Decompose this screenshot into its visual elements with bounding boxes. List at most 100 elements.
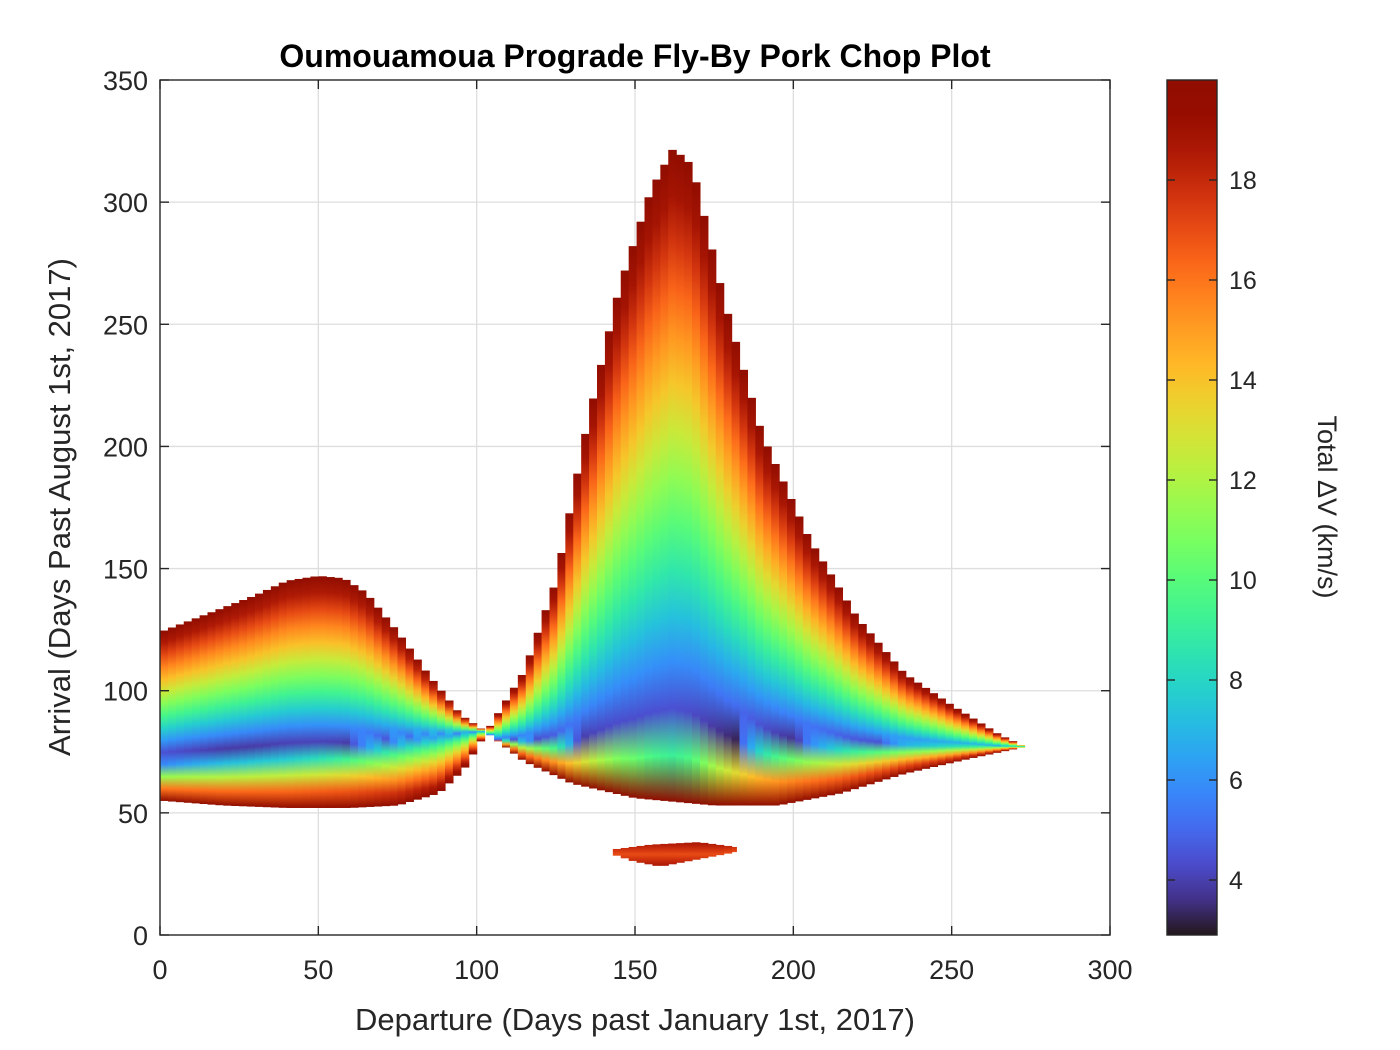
heatmap-cell (525, 655, 535, 765)
heatmap-cell (468, 723, 478, 755)
heatmap-cell (977, 723, 986, 757)
heatmap-cell (668, 843, 677, 865)
heatmap-cell (771, 463, 780, 806)
heatmap-cell (699, 215, 709, 805)
heatmap-cell (668, 149, 677, 802)
heatmap-cell (381, 617, 391, 807)
heatmap-cell (889, 661, 899, 777)
heatmap-cell (1008, 741, 1018, 750)
y-tick-label: 200 (103, 432, 148, 462)
heatmap-cell (620, 270, 630, 796)
heatmap-cell (731, 341, 741, 806)
x-tick-label: 250 (929, 955, 974, 985)
heatmap-cell (541, 610, 551, 772)
heatmap-cell (787, 498, 796, 803)
heatmap-cell (636, 221, 646, 799)
heatmap-cell (684, 161, 693, 804)
heatmap-cell (199, 615, 209, 804)
heatmap-cell (597, 364, 606, 791)
heatmap-cell (937, 698, 946, 766)
heatmap-cell (628, 846, 638, 861)
heatmap-cell (191, 618, 201, 804)
delta-v-heatmap (160, 149, 1026, 866)
y-axis-ticks: 0 50 100 150 200 250 300 350 (103, 66, 1110, 951)
heatmap-cell (255, 593, 264, 807)
x-tick-label: 0 (152, 955, 167, 985)
heatmap-cell (294, 578, 304, 808)
heatmap-cell (676, 843, 685, 863)
heatmap-cell (905, 677, 915, 773)
heatmap-cell (826, 574, 836, 796)
heatmap-cell (533, 632, 543, 768)
heatmap-cell (842, 600, 851, 792)
heatmap-cell (397, 637, 407, 805)
heatmap-cell (476, 728, 486, 742)
heatmap-cell (302, 577, 312, 808)
y-tick-label: 0 (133, 921, 148, 951)
heatmap-cell (342, 579, 351, 808)
heatmap-cell (913, 682, 923, 771)
heatmap-cell (866, 633, 875, 785)
heatmap-cell (692, 842, 701, 860)
heatmap-cell (262, 589, 272, 808)
heatmap-cell (620, 847, 630, 859)
colorbar (1166, 79, 1218, 936)
heatmap-cell (794, 516, 804, 802)
heatmap-cell (207, 612, 217, 805)
heatmap-cell (628, 246, 638, 798)
colorbar-tick-label: 18 (1229, 167, 1257, 195)
heatmap-cell (715, 844, 725, 856)
colorbar-tick-label: 16 (1229, 267, 1257, 295)
heatmap-cell (445, 700, 454, 784)
heatmap-cell (549, 587, 559, 776)
x-tick-label: 300 (1087, 955, 1132, 985)
heatmap-cell (557, 553, 566, 779)
heatmap-cell (612, 297, 622, 794)
heatmap-cell (612, 848, 622, 856)
heatmap-cell (365, 597, 375, 807)
heatmap-cell (247, 596, 256, 807)
heatmap-cell (636, 845, 646, 863)
heatmap-cell (763, 446, 772, 806)
heatmap-cell (707, 843, 717, 857)
heatmap-region (612, 842, 737, 866)
heatmap-region (486, 149, 1026, 806)
heatmap-cell (502, 700, 511, 748)
heatmap-cell (660, 843, 669, 866)
heatmap-cell (652, 844, 661, 866)
colorbar-tick-label: 8 (1229, 667, 1243, 695)
heatmap-cell (318, 576, 327, 808)
heatmap-cell (945, 703, 954, 764)
heatmap-cell (961, 713, 970, 760)
heatmap-cell (286, 580, 296, 808)
heatmap-cell (350, 585, 359, 808)
heatmap-cell (509, 687, 519, 754)
heatmap-cell (747, 397, 756, 806)
heatmap-cell (676, 154, 685, 803)
y-tick-label: 150 (103, 555, 148, 585)
colorbar-ticks: 4 6 8 10 12 14 16 18 (1167, 167, 1257, 895)
heatmap-cell (175, 624, 185, 803)
y-tick-label: 100 (103, 677, 148, 707)
heatmap-cell (874, 642, 883, 782)
heatmap-cell (517, 674, 527, 760)
heatmap-cell (413, 659, 422, 800)
heatmap-cell (692, 182, 701, 804)
x-tick-label: 150 (612, 955, 657, 985)
y-tick-label: 250 (103, 310, 148, 340)
heatmap-cell (270, 586, 280, 808)
heatmap-cell (755, 425, 764, 806)
heatmap-cell (326, 577, 335, 808)
y-tick-label: 300 (103, 188, 148, 218)
heatmap-cell (437, 690, 446, 792)
heatmap-cell (357, 590, 367, 808)
heatmap-cell (739, 369, 749, 806)
colorbar-tick-label: 10 (1229, 567, 1257, 595)
heatmap-region (160, 576, 486, 808)
heatmap-cell (723, 313, 733, 806)
heatmap-cell (731, 846, 737, 853)
heatmap-cell (565, 513, 574, 783)
heatmap-cell (215, 609, 224, 806)
heatmap-cell (405, 648, 414, 803)
